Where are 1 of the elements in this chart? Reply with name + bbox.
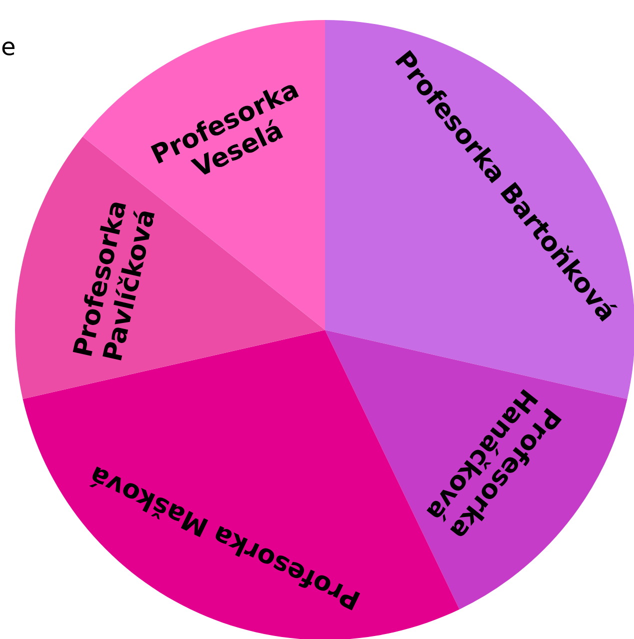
text: e <box>1 33 16 61</box>
